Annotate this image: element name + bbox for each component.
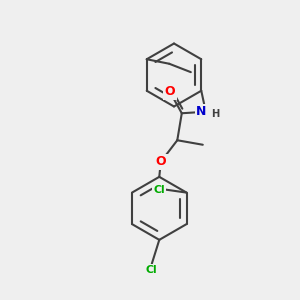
Text: H: H	[211, 109, 219, 119]
Text: Cl: Cl	[146, 265, 158, 275]
Text: O: O	[155, 155, 166, 168]
Text: O: O	[164, 85, 175, 98]
Text: Cl: Cl	[153, 184, 165, 195]
Text: N: N	[196, 105, 206, 118]
